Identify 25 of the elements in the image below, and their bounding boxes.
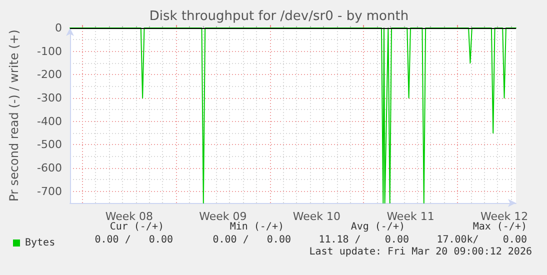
text: 17.00k/ 0.00	[436, 234, 527, 246]
y-tick-label: 0	[55, 22, 62, 34]
text: Max (-/+)	[472, 222, 527, 232]
text: Avg (-/+)	[350, 222, 405, 232]
y-axis-title: Pr second read (-) / write (+)	[7, 30, 21, 202]
y-tick-label: -300	[37, 92, 62, 104]
x-tick-label: Week 12	[480, 210, 528, 223]
text: Last update: Fri Mar 20 09:00:12 2026	[309, 246, 532, 258]
text: 0.00 / 0.00	[94, 234, 173, 246]
x-tick-label: Week 11	[386, 210, 434, 223]
y-tick-label: -400	[37, 114, 62, 128]
y-tick-label: -100	[37, 44, 62, 58]
legend-label: Bytes	[25, 238, 56, 248]
text: 11.18 / 0.00	[318, 234, 409, 246]
y-tick-label: -600	[37, 162, 62, 174]
x-tick-label: Week 10	[292, 210, 341, 223]
text: Min (-/+)	[230, 222, 284, 232]
y-tick-label: -500	[37, 138, 62, 152]
chart-title: Disk throughput for /dev/sr0 - by month	[149, 9, 409, 24]
text: 0.00 / 0.00	[212, 234, 291, 246]
y-tick-label: -700	[37, 184, 62, 198]
x-tick-label: Week 09	[199, 210, 247, 223]
y-tick-label: -200	[37, 68, 62, 82]
text: Cur (-/+)	[110, 222, 164, 232]
x-tick-label: Week 08	[105, 210, 153, 223]
